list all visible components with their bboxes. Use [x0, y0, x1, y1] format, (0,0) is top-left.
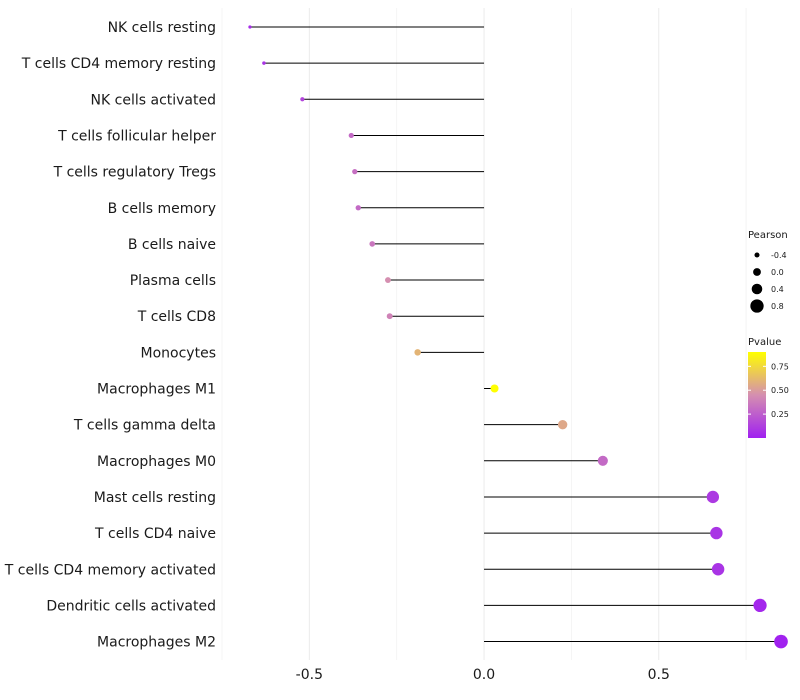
- legend-size-label: 0.4: [771, 285, 784, 294]
- legend-size-label: -0.4: [771, 251, 787, 260]
- legend-size-label: 0.8: [771, 302, 784, 311]
- legend-size-key: [754, 252, 760, 258]
- y-axis-label: T cells CD8: [137, 309, 216, 325]
- y-axis-label: Dendritic cells activated: [46, 598, 216, 614]
- data-point: [369, 241, 376, 247]
- legend-size-key: [751, 283, 763, 295]
- y-axis-label: Macrophages M1: [97, 382, 216, 398]
- colorbar-label: 0.50: [771, 386, 789, 395]
- pvalue-colorbar: [748, 352, 766, 438]
- legend-pearson: Pearson -0.4 0.0 0.4 0.8: [748, 230, 788, 313]
- x-axis-ticks: -0.5 0.0 0.5: [296, 667, 670, 683]
- y-axis-label: Plasma cells: [130, 273, 216, 289]
- x-tick-label: 0.5: [648, 667, 670, 683]
- y-axis-label: B cells naive: [128, 237, 216, 253]
- y-axis-label: Mast cells resting: [94, 490, 216, 506]
- colorbar-label: 0.25: [771, 410, 789, 419]
- data-point: [753, 598, 767, 613]
- legend-pvalue: Pvalue 0.75 0.50 0.25: [748, 337, 789, 438]
- data-point: [248, 25, 252, 29]
- data-point: [352, 168, 358, 175]
- y-axis-label: NK cells resting: [108, 20, 216, 36]
- data-point: [706, 490, 720, 504]
- data-point: [386, 313, 393, 320]
- data-point: [710, 526, 723, 540]
- y-axis-label: B cells memory: [108, 201, 216, 217]
- y-axis-label: T cells regulatory Tregs: [53, 165, 216, 181]
- data-point: [597, 455, 608, 466]
- y-axis-labels: NK cells resting T cells CD4 memory resti…: [4, 20, 216, 651]
- data-point: [262, 61, 266, 65]
- lollipop-points: [248, 25, 788, 649]
- data-point: [711, 563, 725, 576]
- legend-pearson-title: Pearson: [748, 230, 788, 241]
- x-tick-label: 0.0: [473, 667, 495, 683]
- y-axis-label: T cells CD4 memory activated: [4, 562, 216, 578]
- legend-size-key: [750, 299, 764, 313]
- colorbar-label: 0.75: [771, 362, 789, 371]
- y-axis-label: T cells CD4 memory resting: [21, 56, 216, 72]
- data-point: [557, 419, 568, 430]
- y-axis-label: Macrophages M2: [97, 635, 216, 651]
- y-axis-label: NK cells activated: [91, 92, 216, 108]
- legend-pvalue-title: Pvalue: [748, 337, 781, 348]
- legend-size-key: [753, 268, 761, 276]
- y-axis-label: T cells gamma delta: [73, 418, 216, 434]
- y-axis-label: T cells follicular helper: [57, 128, 216, 144]
- legend-size-label: 0.0: [771, 268, 784, 277]
- data-point: [355, 205, 361, 211]
- data-point: [490, 384, 499, 393]
- x-tick-label: -0.5: [296, 667, 323, 683]
- y-axis-label: T cells CD4 naive: [94, 526, 216, 542]
- data-point: [774, 634, 788, 649]
- data-point: [300, 97, 305, 102]
- lollipop-stems: [249, 26, 782, 643]
- data-point: [384, 277, 391, 284]
- y-axis-label: Monocytes: [141, 345, 216, 361]
- grid-lines: [221, 8, 747, 660]
- data-point: [348, 132, 354, 139]
- y-axis-label: Macrophages M0: [97, 454, 216, 470]
- data-point: [414, 349, 421, 356]
